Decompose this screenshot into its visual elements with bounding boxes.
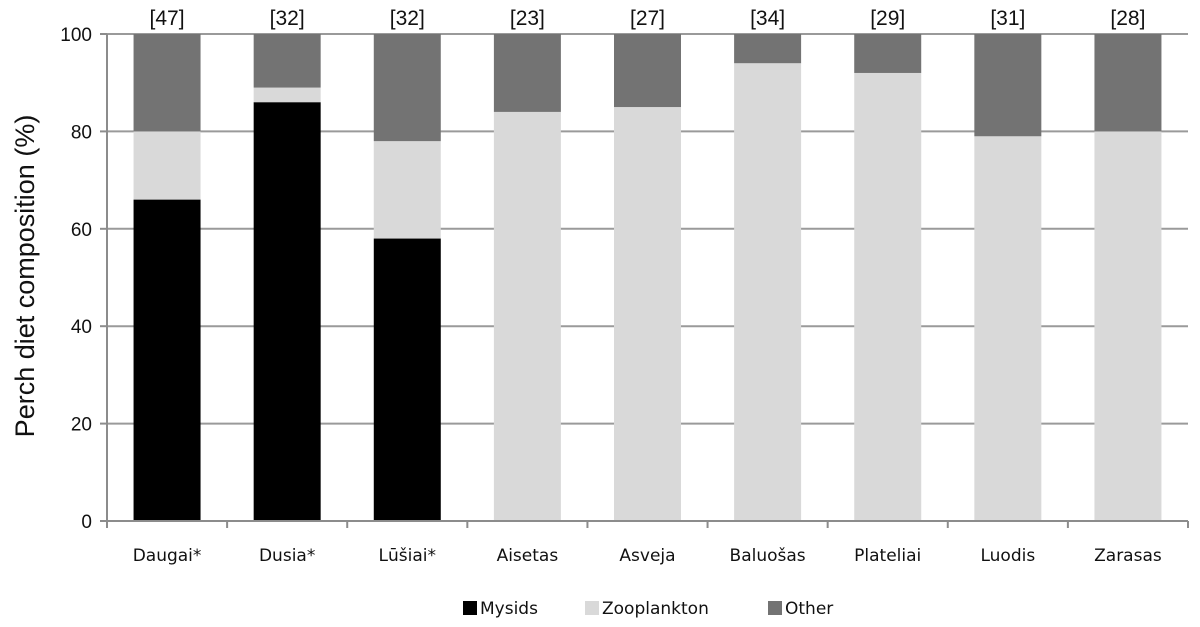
x-category-label: Daugai* — [133, 546, 202, 566]
sample-size-label: [32] — [270, 7, 305, 30]
bar-segment-mysids — [253, 102, 321, 522]
y-tick-label: 40 — [71, 317, 92, 338]
x-category-label: Plateliai — [854, 546, 921, 566]
legend-label-mysids: Mysids — [480, 599, 538, 619]
bar-segment-mysids — [133, 199, 201, 521]
bar-segment-zooplankton — [373, 141, 441, 239]
legend-swatch-mysids — [463, 601, 477, 615]
legend-swatch-other — [768, 601, 782, 615]
legend: Mysids Zooplankton Other — [463, 599, 833, 619]
sample-size-label: [34] — [750, 7, 785, 30]
bar-segment-zooplankton — [854, 72, 922, 522]
y-axis-title: Perch diet composition (%) — [10, 115, 40, 438]
bar-segment-other — [493, 34, 561, 112]
bar-segment-other — [373, 34, 441, 142]
bar-segment-zooplankton — [734, 63, 802, 521]
y-tick-label: 0 — [81, 512, 92, 533]
x-category-label: Zarasas — [1094, 546, 1162, 566]
bar-segment-other — [854, 34, 922, 73]
axes — [100, 33, 1189, 528]
sample-size-label: [28] — [1110, 7, 1145, 30]
sample-size-label: [31] — [990, 7, 1025, 30]
sample-size-label: [32] — [390, 7, 425, 30]
bar-segment-mysids — [373, 238, 441, 522]
bar-segment-other — [133, 34, 201, 132]
bar-segment-other — [734, 34, 802, 64]
y-tick-label: 60 — [71, 220, 92, 241]
bar-segment-other — [253, 34, 321, 88]
sample-size-labels: [47] [32] [32] [23] [27] [34] [29] [31] [28] — [150, 7, 1146, 30]
legend-label-other: Other — [785, 599, 833, 619]
x-category-label: Lūšiai* — [379, 546, 436, 566]
y-tick-label: 20 — [71, 415, 92, 436]
bars — [133, 34, 1162, 522]
bar-segment-zooplankton — [614, 107, 681, 522]
x-category-label: Dusia* — [259, 546, 315, 566]
bar-segment-zooplankton — [253, 87, 321, 103]
bar-segment-zooplankton — [1094, 131, 1162, 521]
sample-size-label: [23] — [510, 7, 545, 30]
x-category-label: Aisetas — [497, 546, 559, 566]
bar-segment-zooplankton — [493, 111, 561, 522]
bar-segment-other — [1094, 34, 1162, 132]
legend-label-zooplankton: Zooplankton — [602, 599, 709, 619]
sample-size-label: [47] — [150, 7, 185, 30]
x-category-label: Baluošas — [730, 546, 806, 566]
bar-segment-other — [974, 34, 1042, 137]
y-tick-label: 80 — [71, 122, 92, 143]
y-tick-label: 100 — [60, 25, 92, 46]
x-category-label: Luodis — [980, 546, 1035, 566]
bar-segment-other — [614, 34, 681, 108]
bar-segment-zooplankton — [133, 131, 201, 200]
sample-size-label: [27] — [630, 7, 665, 30]
x-category-label: Asveja — [619, 546, 675, 566]
y-tick-labels: 0 20 40 60 80 100 — [60, 25, 92, 533]
bar-segment-zooplankton — [974, 136, 1042, 521]
x-category-labels: Daugai* Dusia* Lūšiai* Aisetas Asveja Baluoša… — [133, 546, 1162, 566]
sample-size-label: [29] — [870, 7, 905, 30]
legend-swatch-zooplankton — [585, 601, 599, 615]
